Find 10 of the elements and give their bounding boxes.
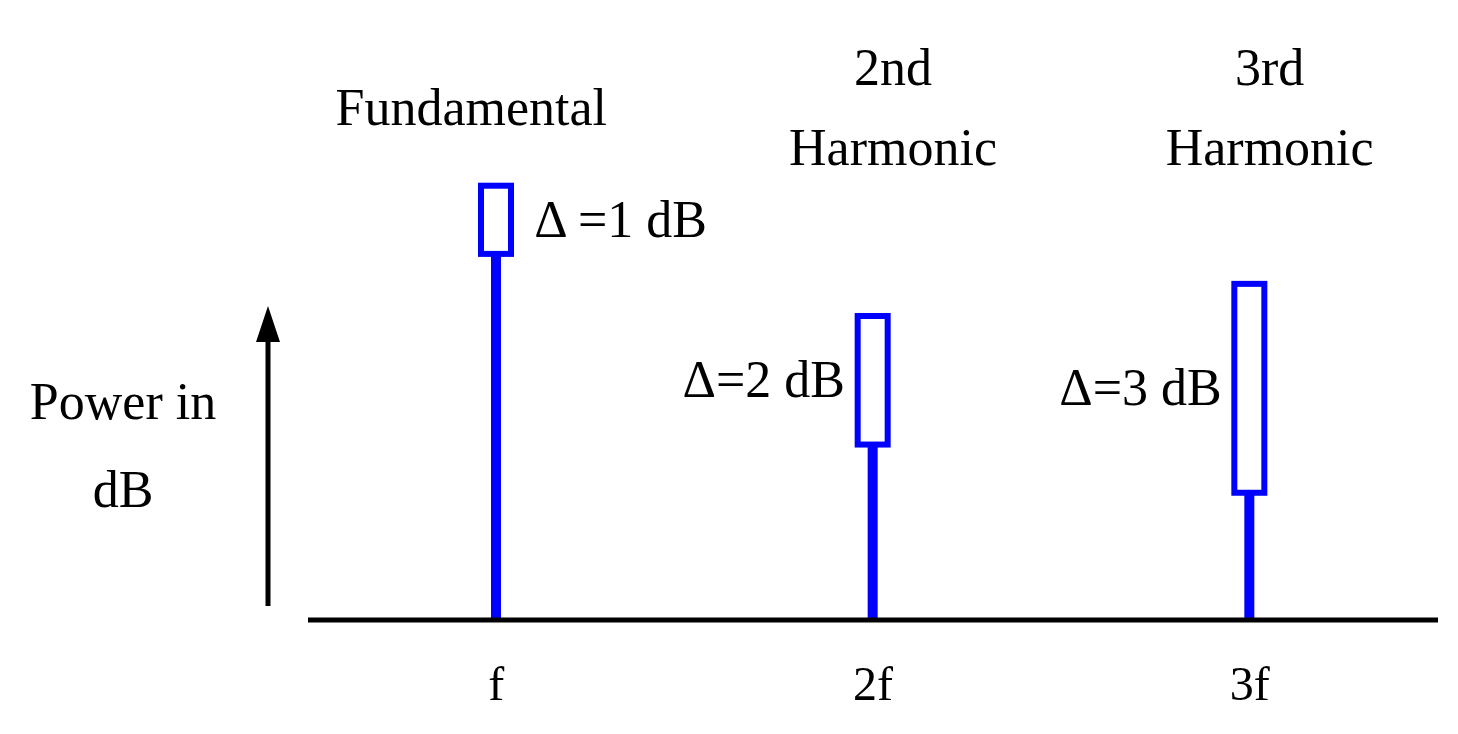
x-tick-label: f — [488, 657, 505, 711]
text: 3rd Harmonic — [1165, 39, 1374, 176]
annotation: Δ =1 dB — [534, 190, 707, 248]
text: 2nd Harmonic — [789, 39, 997, 176]
text: Fundamental — [335, 79, 608, 136]
annotation: Δ=2 dB — [682, 351, 845, 409]
annotation: Δ=3 dB — [1059, 359, 1222, 417]
x-tick-label: 3f — [1229, 657, 1270, 711]
x-tick-label: 2f — [853, 657, 894, 711]
y-axis-title: Power in dB — [28, 372, 218, 520]
